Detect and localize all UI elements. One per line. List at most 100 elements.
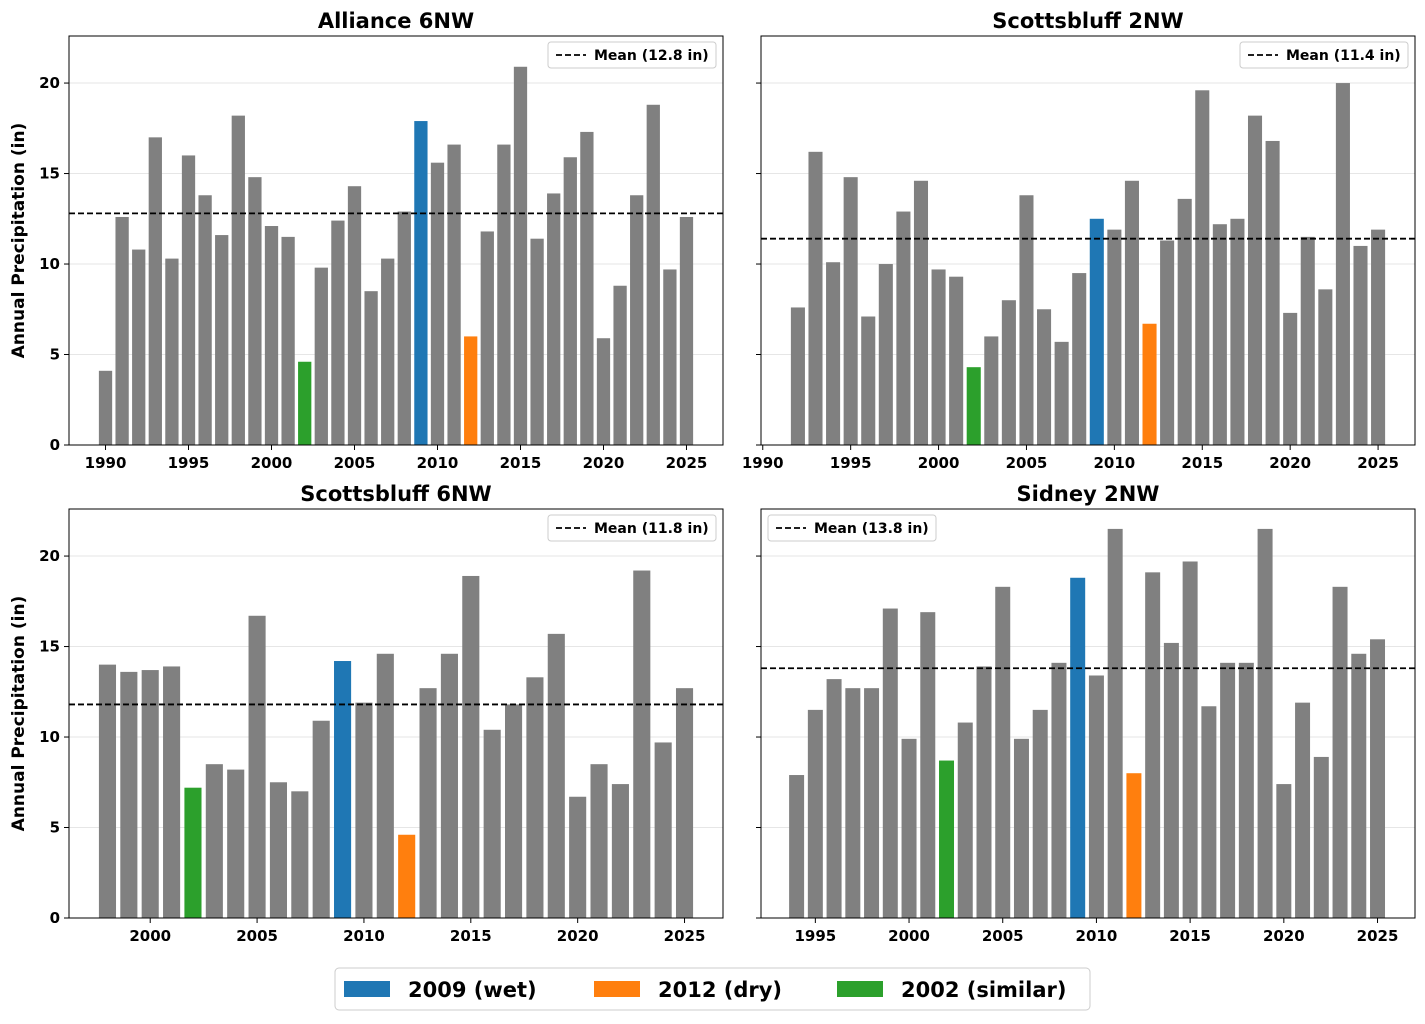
bar-2006 xyxy=(269,782,287,918)
bar-2010 xyxy=(1107,229,1122,445)
bar-2015 xyxy=(1182,561,1198,918)
bar-2014 xyxy=(440,653,458,918)
bar-2019 xyxy=(1265,140,1280,445)
bar-2006 xyxy=(364,291,378,445)
bar-2025 xyxy=(675,688,694,918)
xtick-label: 2020 xyxy=(557,927,599,945)
bar-2001 xyxy=(281,236,295,445)
bar-2022 xyxy=(1318,289,1333,445)
bar-2015 xyxy=(513,66,528,445)
legend-label: Mean (11.8 in) xyxy=(594,521,709,537)
bar-2007 xyxy=(291,791,309,918)
xtick-label: 2025 xyxy=(1357,927,1399,945)
bar-1995 xyxy=(843,177,858,445)
bar-2001 xyxy=(949,276,964,445)
mean-legend: Mean (13.8 in) xyxy=(767,514,937,542)
xtick-label: 2020 xyxy=(1269,454,1311,472)
mean-legend: Mean (11.4 in) xyxy=(1239,41,1409,69)
bar-2011 xyxy=(447,144,461,445)
legend-box xyxy=(547,514,717,542)
bar-2018 xyxy=(1238,662,1254,918)
bar-2023 xyxy=(633,570,651,918)
bar-2017 xyxy=(1220,662,1236,918)
xtick-label: 2005 xyxy=(982,927,1024,945)
y-axis-label: Annual Precipitation (in) xyxy=(9,596,29,832)
bar-1996 xyxy=(861,316,876,445)
bar-2018 xyxy=(563,157,577,446)
xtick-label: 1995 xyxy=(830,454,872,472)
bar-1998 xyxy=(896,211,911,445)
bar-1999 xyxy=(248,177,262,445)
xtick-label: 2000 xyxy=(251,454,293,472)
legend-box xyxy=(1239,41,1409,69)
bar-1994 xyxy=(789,775,805,918)
bar-2017 xyxy=(1230,218,1245,445)
bar-2023 xyxy=(1335,83,1350,445)
bar-2001 xyxy=(920,612,936,918)
xtick-label: 2005 xyxy=(334,454,376,472)
bar-2013 xyxy=(419,688,437,918)
subplot-title: Alliance 6NW xyxy=(318,9,474,33)
bar-2012 xyxy=(1126,773,1142,918)
bar-2017 xyxy=(547,193,561,445)
bar-2007 xyxy=(381,258,395,445)
xtick-label: 2010 xyxy=(1076,927,1118,945)
bar-2016 xyxy=(1201,706,1217,918)
subplot-3: 1995 2000 2005 2010 2015 2020 2025 Sidney 2NW Me… xyxy=(756,482,1416,945)
bar-2021 xyxy=(1300,236,1315,445)
bar-2014 xyxy=(1163,642,1179,918)
bar-2005 xyxy=(1019,195,1034,445)
bar-2020 xyxy=(1276,784,1292,918)
bar-2007 xyxy=(1032,709,1048,918)
bar-2023 xyxy=(646,104,660,446)
highlight-legend: 2009 (wet) 2012 (dry) 2002 (similar) xyxy=(334,967,1091,1011)
y-axis-label: Annual Precipitation (in) xyxy=(9,123,29,359)
xtick-label: 1990 xyxy=(742,454,784,472)
bar-2002 xyxy=(298,361,312,445)
legend-label: Mean (13.8 in) xyxy=(814,521,929,537)
bar-2012 xyxy=(464,336,478,445)
bar-2020 xyxy=(1283,312,1298,445)
subplot-title: Scottsbluff 6NW xyxy=(300,482,491,506)
bar-1994 xyxy=(826,262,841,445)
bar-2005 xyxy=(347,186,362,446)
xtick-label: 1995 xyxy=(168,454,210,472)
bar-1992 xyxy=(790,307,805,445)
bar-1997 xyxy=(845,688,861,918)
bar-1990 xyxy=(98,370,113,445)
legend-swatch xyxy=(837,981,883,997)
bar-2000 xyxy=(901,738,917,918)
ytick-label: 5 xyxy=(50,346,60,364)
bar-2004 xyxy=(331,220,345,445)
axes-frame xyxy=(760,508,1416,919)
bar-1998 xyxy=(864,688,880,918)
bar-1992 xyxy=(132,249,146,445)
bar-2024 xyxy=(663,269,677,445)
bar-2020 xyxy=(596,338,611,445)
ytick-label: 0 xyxy=(50,909,60,927)
axes-frame xyxy=(68,35,724,446)
xtick-label: 1990 xyxy=(85,454,127,472)
mean-legend: Mean (12.8 in) xyxy=(547,41,717,69)
bar-2016 xyxy=(530,238,544,445)
ytick-label: 5 xyxy=(50,819,60,837)
bar-2011 xyxy=(376,653,394,918)
bar-2010 xyxy=(430,162,445,446)
bar-2008 xyxy=(1072,273,1087,445)
bar-2011 xyxy=(1107,528,1123,918)
bar-1993 xyxy=(148,137,162,445)
bar-1996 xyxy=(826,679,842,918)
bar-1999 xyxy=(120,671,138,918)
bar-2019 xyxy=(547,633,565,918)
bar-2000 xyxy=(141,670,159,918)
bar-2006 xyxy=(1037,309,1052,445)
ytick-label: 20 xyxy=(39,547,60,565)
bar-2002 xyxy=(966,367,981,445)
subplot-title: Sidney 2NW xyxy=(1017,482,1160,506)
axes-frame xyxy=(760,35,1416,446)
bar-2008 xyxy=(1051,662,1067,918)
bar-2003 xyxy=(205,764,223,918)
bar-1998 xyxy=(98,664,117,918)
subplot-title: Scottsbluff 2NW xyxy=(992,9,1183,33)
